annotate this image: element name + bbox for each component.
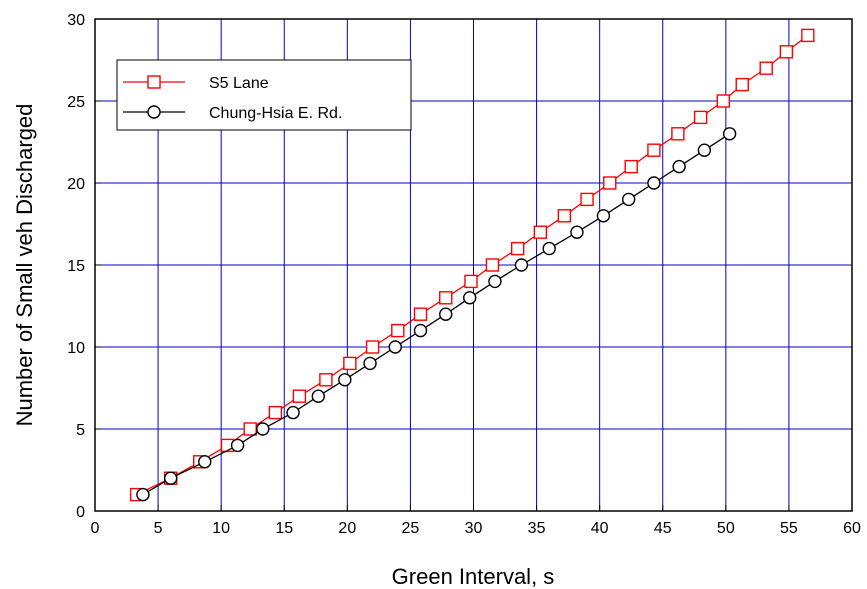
- data-point-chung-hsia: [230, 438, 245, 453]
- y-tick-label: 5: [76, 422, 85, 439]
- y-axis-title: Number of Small veh Discharged: [12, 104, 37, 427]
- data-point-s5-lane: [580, 192, 594, 207]
- x-tick-label: 55: [780, 520, 798, 537]
- x-tick-label: 20: [338, 520, 356, 537]
- x-tick-label: 0: [91, 520, 100, 537]
- x-tick-label: 15: [275, 520, 293, 537]
- y-tick-label: 20: [67, 176, 85, 193]
- x-tick-label: 40: [591, 520, 609, 537]
- data-point-s5-lane: [243, 422, 257, 436]
- y-tick-label: 10: [67, 340, 85, 357]
- axis-ticks: 0 5 10 15 20 25 30 35 40 45 50 55 60 0 5 10 15 20 25 30: [67, 12, 861, 537]
- data-point-chung-hsia: [311, 389, 326, 403]
- data-point-chung-hsia: [463, 291, 477, 305]
- x-tick-label: 45: [654, 520, 672, 537]
- y-tick-label: 15: [67, 258, 85, 275]
- data-point-s5-lane: [533, 225, 548, 239]
- data-point-s5-lane: [735, 77, 749, 92]
- data-point-s5-lane: [624, 159, 638, 174]
- x-tick-label: 10: [212, 520, 230, 537]
- data-point-chung-hsia: [596, 209, 611, 223]
- data-point-s5-lane: [557, 209, 572, 223]
- x-tick-label: 30: [465, 520, 483, 537]
- x-tick-label: 5: [154, 520, 163, 537]
- data-point-chung-hsia: [722, 127, 737, 141]
- data-point-chung-hsia: [488, 274, 502, 289]
- data-point-s5-lane: [365, 340, 380, 354]
- data-point-s5-lane: [464, 274, 478, 289]
- legend-label-s5-lane: S5 Lane: [209, 75, 269, 92]
- y-tick-label: 25: [67, 94, 85, 111]
- data-point-s5-lane: [292, 389, 307, 403]
- y-tick-label: 30: [67, 12, 85, 29]
- legend: S5 Lane Chung-Hsia E. Rd.: [116, 59, 412, 131]
- x-tick-label: 25: [402, 520, 420, 537]
- data-point-chung-hsia: [514, 258, 529, 272]
- data-point-s5-lane: [343, 356, 357, 371]
- data-point-s5-lane: [671, 127, 685, 141]
- data-point-chung-hsia: [286, 405, 300, 420]
- data-point-chung-hsia: [256, 422, 270, 436]
- data-point-chung-hsia: [198, 455, 212, 469]
- x-axis-title: Green Interval, s: [392, 564, 555, 589]
- data-point-chung-hsia: [338, 373, 352, 387]
- data-point-s5-lane: [716, 94, 731, 108]
- data-point-chung-hsia: [439, 307, 453, 321]
- x-tick-label: 50: [717, 520, 735, 537]
- data-point-s5-lane: [510, 241, 525, 256]
- legend-marker-chung-hsia: [147, 105, 161, 119]
- data-point-s5-lane: [439, 291, 453, 305]
- data-point-chung-hsia: [697, 143, 712, 157]
- data-point-chung-hsia: [621, 192, 636, 207]
- data-point-s5-lane: [268, 405, 283, 420]
- data-point-s5-lane: [759, 61, 773, 75]
- data-point-chung-hsia: [163, 471, 178, 485]
- legend-box: [116, 59, 412, 131]
- data-point-s5-lane: [693, 110, 708, 125]
- data-point-s5-lane: [603, 176, 617, 190]
- data-point-chung-hsia: [542, 241, 556, 256]
- x-tick-label: 60: [843, 520, 861, 537]
- data-point-s5-lane: [391, 323, 405, 338]
- data-point-chung-hsia: [672, 159, 686, 174]
- data-point-s5-lane: [485, 258, 500, 272]
- data-point-s5-lane: [413, 307, 428, 321]
- series-layer: [129, 28, 815, 502]
- legend-label-chung-hsia: Chung-Hsia E. Rd.: [209, 105, 342, 122]
- data-point-chung-hsia: [136, 487, 150, 502]
- legend-marker-s5-lane: [147, 75, 161, 89]
- data-point-s5-lane: [647, 143, 661, 157]
- x-tick-label: 35: [528, 520, 546, 537]
- data-point-s5-lane: [779, 45, 794, 59]
- data-point-chung-hsia: [388, 340, 402, 354]
- data-point-chung-hsia: [413, 323, 428, 338]
- data-point-chung-hsia: [363, 356, 377, 371]
- y-tick-label: 0: [76, 504, 85, 521]
- data-point-chung-hsia: [647, 176, 661, 190]
- data-point-s5-lane: [801, 28, 815, 43]
- data-point-s5-lane: [319, 373, 333, 387]
- data-point-chung-hsia: [570, 225, 584, 239]
